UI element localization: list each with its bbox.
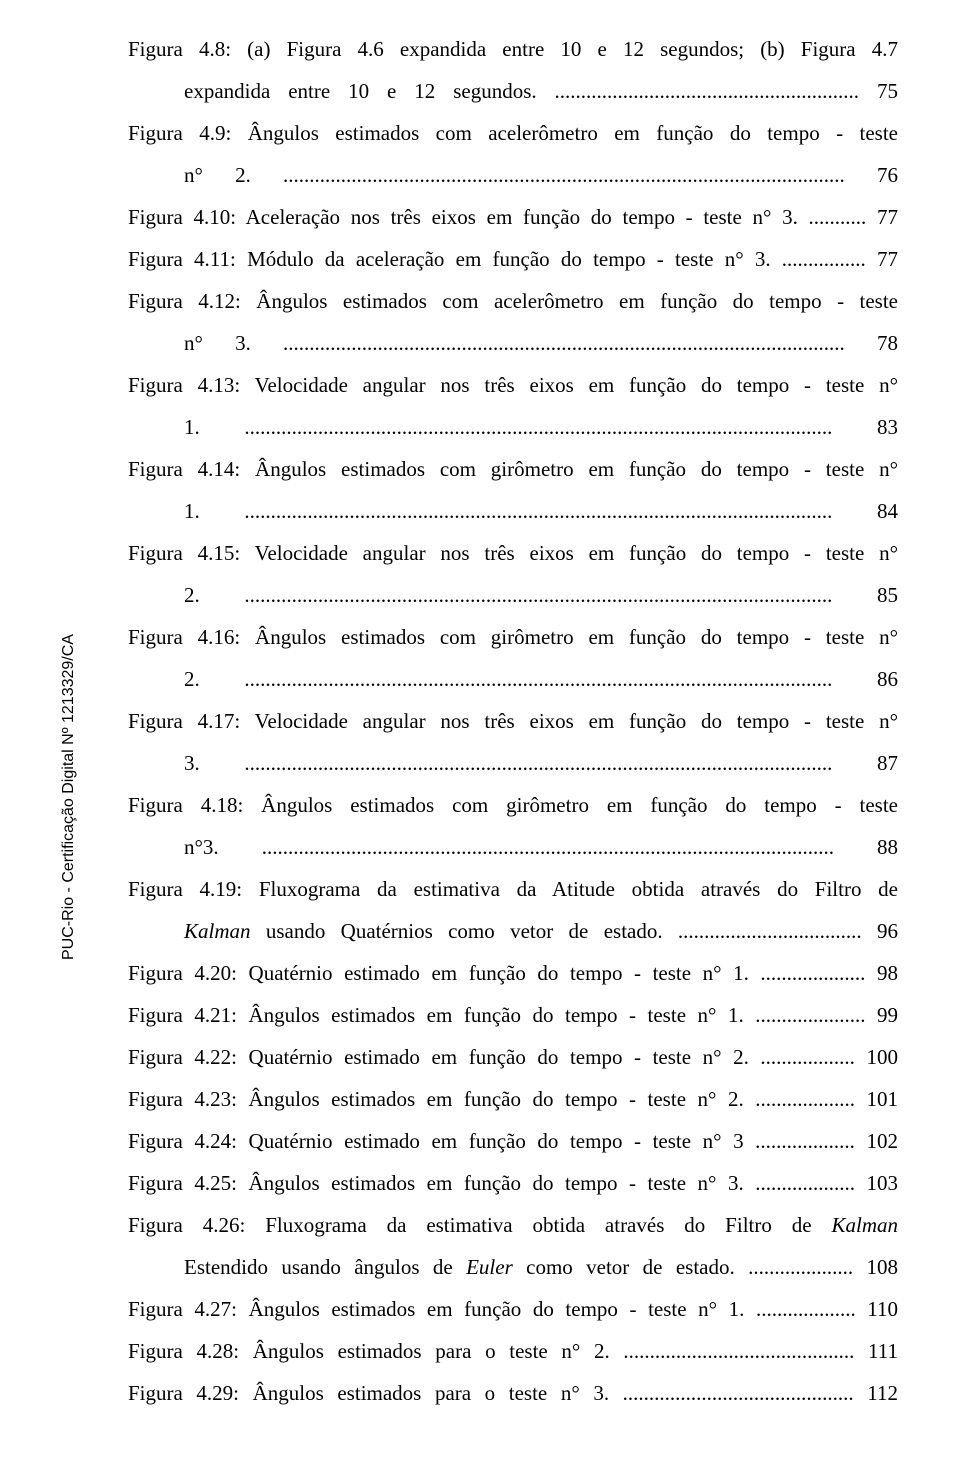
toc-entry: Figura 4.22: Quatérnio estimado em funçã… — [128, 1036, 898, 1078]
toc-entry-continuation: 2. .....................................… — [128, 574, 898, 616]
toc-entry: Figura 4.23: Ângulos estimados em função… — [128, 1078, 898, 1120]
toc-entry-continuation: expandida entre 10 e 12 segundos. ......… — [128, 70, 898, 112]
toc-entry: Figura 4.10: Aceleração nos três eixos e… — [128, 196, 898, 238]
toc-entry: Figura 4.14: Ângulos estimados com girôm… — [128, 448, 898, 490]
toc-entry: Figura 4.20: Quatérnio estimado em funçã… — [128, 952, 898, 994]
toc-entry: Figura 4.11: Módulo da aceleração em fun… — [128, 238, 898, 280]
certification-sidebar-label: PUC-Rio - Certificação Digital Nº 121332… — [60, 634, 78, 960]
toc-entry: Figura 4.27: Ângulos estimados em função… — [128, 1288, 898, 1330]
toc-entry-continuation: 1. .....................................… — [128, 406, 898, 448]
toc-entry: Figura 4.12: Ângulos estimados com acele… — [128, 280, 898, 322]
toc-entry: Figura 4.21: Ângulos estimados em função… — [128, 994, 898, 1036]
toc-entry: Figura 4.29: Ângulos estimados para o te… — [128, 1372, 898, 1414]
page-content: Figura 4.8: (a) Figura 4.6 expandida ent… — [128, 28, 898, 1414]
toc-entry-continuation: Kalman usando Quatérnios como vetor de e… — [128, 910, 898, 952]
toc-entry: Figura 4.15: Velocidade angular nos três… — [128, 532, 898, 574]
toc-entry: Figura 4.18: Ângulos estimados com girôm… — [128, 784, 898, 826]
toc-entry-continuation: Estendido usando ângulos de Euler como v… — [128, 1246, 898, 1288]
toc-entry-continuation: 1. .....................................… — [128, 490, 898, 532]
toc-entry: Figura 4.26: Fluxograma da estimativa ob… — [128, 1204, 898, 1246]
toc-entry-continuation: 2. .....................................… — [128, 658, 898, 700]
toc-entry-continuation: 3. .....................................… — [128, 742, 898, 784]
toc-entry: Figura 4.8: (a) Figura 4.6 expandida ent… — [128, 28, 898, 70]
toc-entry: Figura 4.13: Velocidade angular nos três… — [128, 364, 898, 406]
toc-entry: Figura 4.25: Ângulos estimados em função… — [128, 1162, 898, 1204]
toc-entry-continuation: n° 3. ..................................… — [128, 322, 898, 364]
toc-entry: Figura 4.24: Quatérnio estimado em funçã… — [128, 1120, 898, 1162]
toc-entry: Figura 4.16: Ângulos estimados com girôm… — [128, 616, 898, 658]
toc-entry: Figura 4.19: Fluxograma da estimativa da… — [128, 868, 898, 910]
toc-entry: Figura 4.9: Ângulos estimados com aceler… — [128, 112, 898, 154]
toc-entry: Figura 4.28: Ângulos estimados para o te… — [128, 1330, 898, 1372]
toc-entry-continuation: n°3. ...................................… — [128, 826, 898, 868]
toc-entry-continuation: n° 2. ..................................… — [128, 154, 898, 196]
toc-entry: Figura 4.17: Velocidade angular nos três… — [128, 700, 898, 742]
